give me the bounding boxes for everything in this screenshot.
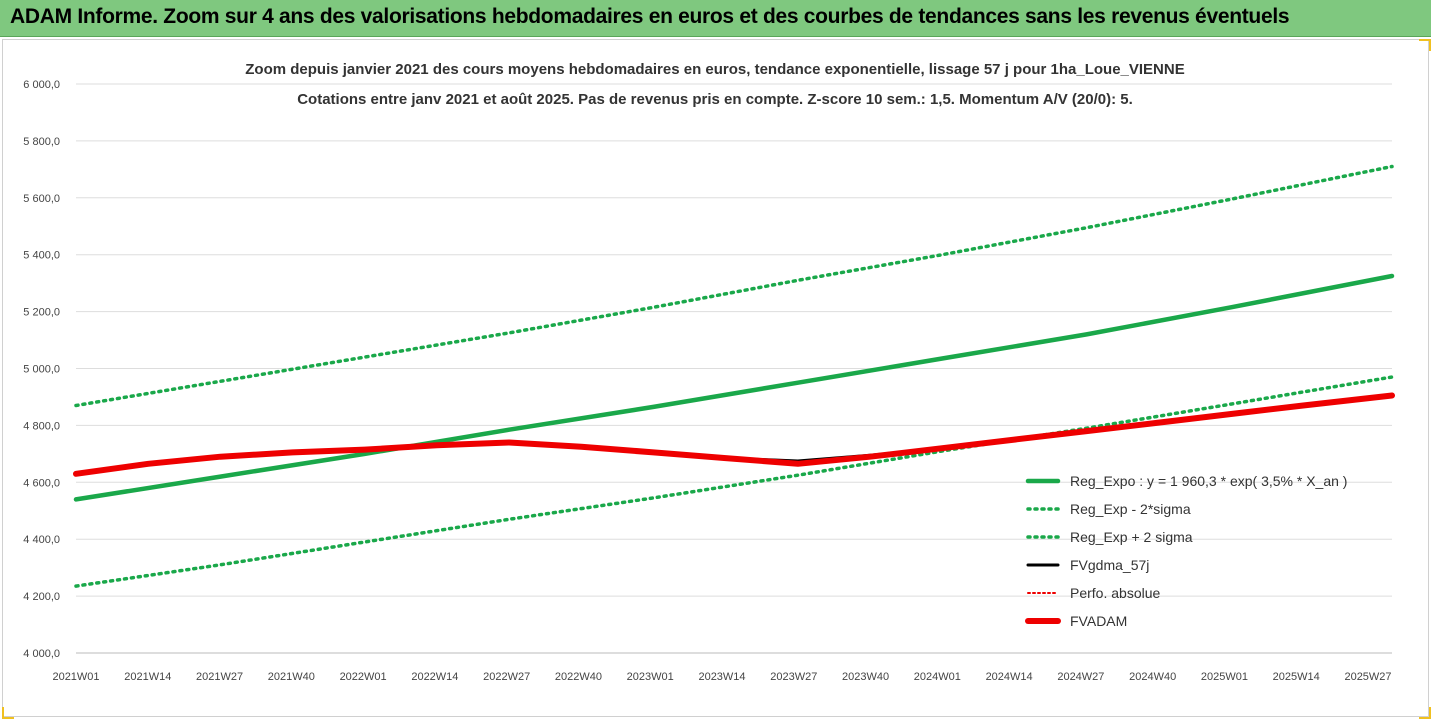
x-tick-label: 2023W27 [770,671,817,683]
series-line-3 [74,394,1394,476]
series-lines [73,164,1395,588]
x-tick-label: 2025W27 [1344,671,1391,683]
x-tick-label: 2021W14 [124,671,171,683]
series-line-5 [73,392,1395,477]
x-tick-label: 2022W01 [340,671,387,683]
series-line-1 [74,375,1394,588]
legend-label: FVgdma_57j [1070,557,1149,573]
chart-title-line2: Cotations entre janv 2021 et août 2025. … [297,91,1133,108]
y-tick-label: 5 600,0 [23,193,60,205]
report-title: ADAM Informe. Zoom sur 4 ans des valoris… [10,5,1290,28]
x-tick-label: 2021W01 [52,671,99,683]
legend-label: Reg_Expo : y = 1 960,3 * exp( 3,5% * X_a… [1070,473,1347,489]
x-axis-ticks: 2021W01 2021W14 2021W27 2021W40 2022W01 2022W… [52,671,1391,683]
y-tick-label: 5 000,0 [23,364,60,376]
series-line-2 [74,164,1394,408]
y-tick-label: 5 800,0 [23,136,60,148]
y-tick-label: 4 600,0 [23,477,60,489]
x-tick-label: 2022W40 [555,671,602,683]
x-tick-label: 2021W27 [196,671,243,683]
x-tick-label: 2024W40 [1129,671,1176,683]
chart-frame [2,39,1429,717]
legend-label: Reg_Exp - 2*sigma [1070,501,1191,517]
series-line-4 [75,394,1393,475]
gridlines [76,83,1392,654]
x-tick-label: 2023W14 [698,671,745,683]
corner-mark-bottom-right [1419,707,1431,719]
x-tick-label: 2022W27 [483,671,530,683]
series-line-0 [73,273,1395,502]
y-tick-label: 4 000,0 [23,648,60,660]
x-tick-label: 2024W27 [1057,671,1104,683]
y-tick-label: 5 400,0 [23,250,60,262]
y-tick-label: 6 000,0 [23,79,60,91]
x-tick-label: 2021W40 [268,671,315,683]
legend-label: Reg_Exp + 2 sigma [1070,529,1193,545]
corner-mark-top-right [1419,39,1431,51]
legend: Reg_Expo : y = 1 960,3 * exp( 3,5% * X_a… [1025,473,1347,629]
y-tick-label: 4 400,0 [23,534,60,546]
x-tick-label: 2024W14 [986,671,1033,683]
x-tick-label: 2025W01 [1201,671,1248,683]
x-tick-label: 2023W40 [842,671,889,683]
legend-label: Perfo. absolue [1070,585,1160,601]
y-tick-label: 5 200,0 [23,307,60,319]
report-header: ADAM Informe. Zoom sur 4 ans des valoris… [0,0,1431,37]
legend-label: FVADAM [1070,613,1127,629]
x-tick-label: 2025W14 [1273,671,1320,683]
x-tick-label: 2022W14 [411,671,458,683]
y-axis-ticks: 4 000,0 4 200,0 4 400,0 4 600,0 4 800,0 5 000… [23,79,60,660]
chart-title-line1: Zoom depuis janvier 2021 des cours moyen… [245,61,1184,78]
y-tick-label: 4 200,0 [23,591,60,603]
corner-mark-bottom-left [2,707,14,719]
x-tick-label: 2024W01 [914,671,961,683]
y-tick-label: 4 800,0 [23,420,60,432]
x-tick-label: 2023W01 [627,671,674,683]
